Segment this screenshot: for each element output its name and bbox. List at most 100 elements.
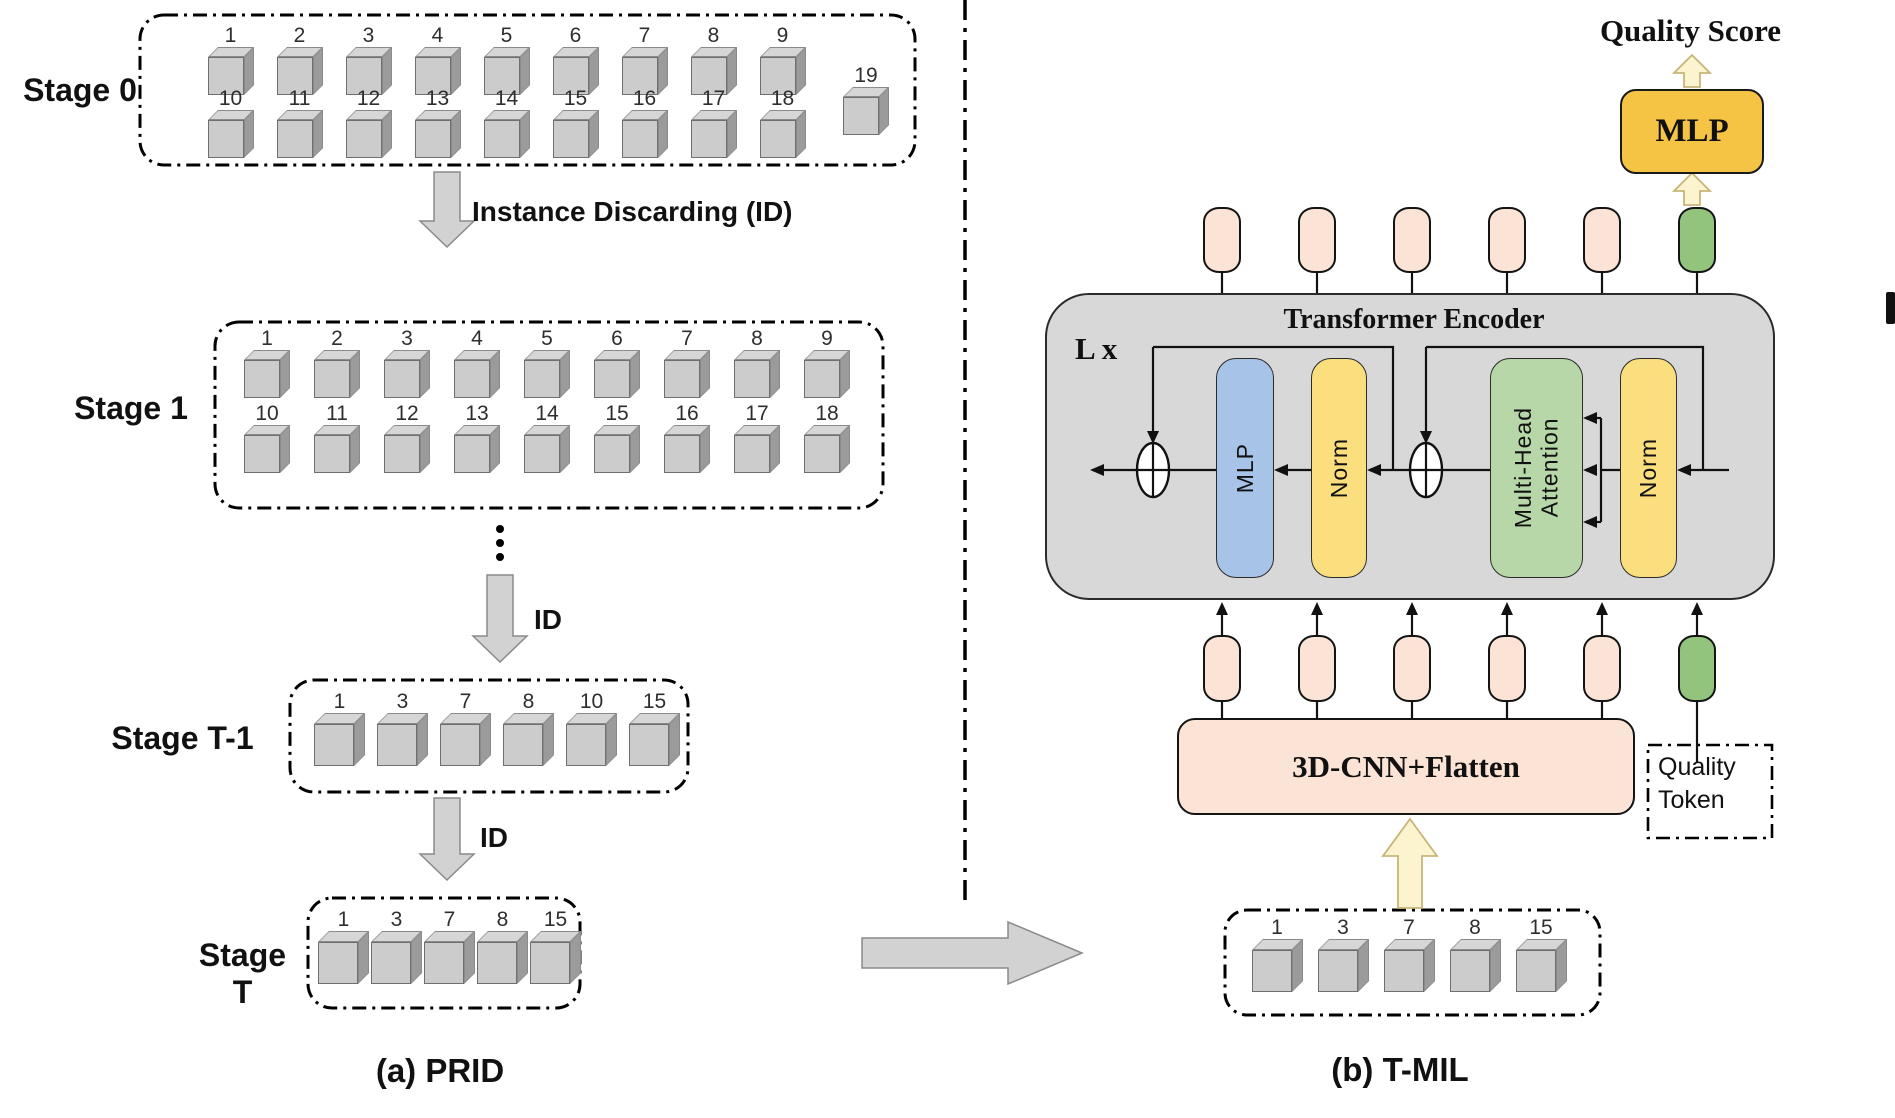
instance-number: 13 — [465, 402, 489, 425]
cube-side-face — [350, 350, 360, 398]
cube-front-face — [483, 120, 520, 158]
cube-side-face — [630, 425, 640, 473]
stage1-row2: 10 11 12 13 14 15 16 17 18 — [232, 402, 862, 473]
instance-number: 3 — [362, 24, 375, 47]
cube-front-face — [244, 435, 280, 473]
instance-number: 8 — [522, 690, 535, 713]
instance-item: 3 — [334, 24, 403, 95]
instance-number: 11 — [326, 402, 348, 425]
cube-front-face — [1383, 950, 1424, 992]
instance-number: 8 — [707, 24, 720, 47]
output-token-4 — [1488, 207, 1526, 273]
cube-front-face — [734, 435, 770, 473]
instance-item: 11 — [265, 87, 334, 158]
cube-side-face — [1489, 939, 1501, 992]
token-to-mlp-arrow — [1671, 171, 1713, 206]
instance-number: 7 — [1403, 916, 1415, 939]
cube-side-face — [312, 110, 323, 158]
instance-number: 10 — [218, 87, 243, 110]
instance-number: 8 — [751, 327, 763, 350]
instance-item: 6 — [541, 24, 610, 95]
encoder-mha-block: Multi-Head Attention — [1490, 358, 1583, 578]
instance-number: 9 — [821, 327, 833, 350]
cube-front-face — [629, 724, 669, 766]
instance-number: 6 — [569, 24, 582, 47]
instance-cube — [314, 713, 365, 766]
cube-side-face — [669, 713, 680, 766]
instance-item: 8 — [497, 690, 560, 766]
cube-side-face — [420, 350, 430, 398]
cube-side-face — [700, 425, 710, 473]
instance-cube — [1251, 939, 1303, 992]
instance-cube — [1317, 939, 1369, 992]
instance-cube — [440, 713, 491, 766]
cube-side-face — [1357, 939, 1369, 992]
id-label-2: ID — [534, 604, 562, 635]
stageT-row: 1 3 7 8 15 — [317, 908, 582, 984]
cube-front-face — [345, 120, 382, 158]
input-token-2 — [1298, 635, 1336, 702]
instance-number: 9 — [776, 24, 789, 47]
instance-number: 15 — [543, 908, 568, 931]
instance-number: 6 — [611, 327, 623, 350]
instance-item: 10 — [560, 690, 623, 766]
cube-side-face — [280, 425, 290, 473]
id-label-3: ID — [480, 822, 508, 853]
instance-cube — [664, 425, 710, 473]
instance-item: 15 — [582, 402, 652, 473]
instance-item: 15 — [1508, 916, 1574, 992]
instance-cube — [552, 110, 599, 158]
cube-front-face — [314, 360, 350, 398]
encoder-norm2-block: Norm — [1620, 358, 1677, 578]
instance-number: 4 — [471, 327, 483, 350]
quality-token-label-line2: Token — [1658, 785, 1725, 814]
instance-number: 14 — [535, 402, 559, 425]
cube-front-face — [503, 724, 543, 766]
cube-front-face — [314, 724, 354, 766]
instance-cube — [384, 425, 430, 473]
cube-side-face — [700, 350, 710, 398]
cube-front-face — [440, 724, 480, 766]
instance-number: 5 — [541, 327, 553, 350]
instance-number: 3 — [401, 327, 413, 350]
cube-front-face — [566, 724, 606, 766]
instance-cube — [629, 713, 680, 766]
cube-front-face — [424, 942, 464, 984]
instance-item: 12 — [372, 402, 442, 473]
instance-item: 17 — [679, 87, 748, 158]
instance-number: 17 — [745, 402, 769, 425]
instance-item: 1 — [308, 690, 371, 766]
cube-side-face — [1423, 939, 1435, 992]
instance-discarding-label: Instance Discarding (ID) — [472, 196, 793, 227]
input-token-3 — [1393, 635, 1431, 702]
instance-item: 12 — [334, 87, 403, 158]
transformer-encoder-title: Transformer Encoder — [1283, 304, 1545, 335]
instance-number: 1 — [333, 690, 346, 713]
instance-number: 2 — [331, 327, 343, 350]
cube-side-face — [770, 425, 780, 473]
stage1-label: Stage 1 — [74, 390, 188, 426]
encoder-mha-label-line2: Attention — [1536, 418, 1563, 518]
instance-number: 16 — [632, 87, 657, 110]
cube-front-face — [664, 435, 700, 473]
cube-front-face — [690, 120, 727, 158]
instance-cube — [377, 713, 428, 766]
instance-cube — [318, 931, 369, 984]
instance-item: 5 — [472, 24, 541, 95]
cube-side-face — [519, 110, 530, 158]
instance-discarding-arrow-1 — [418, 171, 476, 249]
instance-item: 4 — [442, 327, 512, 398]
instance-item: 3 — [372, 327, 442, 398]
instance-number: 15 — [1529, 916, 1553, 939]
stageT1-label: Stage T-1 — [111, 720, 254, 756]
instance-number: 5 — [500, 24, 513, 47]
instance-item: 3 — [371, 690, 434, 766]
instance-number: 15 — [605, 402, 629, 425]
instance-item: 7 — [1376, 916, 1442, 992]
instance-item: 7 — [423, 908, 476, 984]
cube-front-face — [454, 435, 490, 473]
instance-item: 7 — [652, 327, 722, 398]
cube-side-face — [630, 350, 640, 398]
instance-cube — [759, 110, 806, 158]
instance-item: 3 — [1310, 916, 1376, 992]
